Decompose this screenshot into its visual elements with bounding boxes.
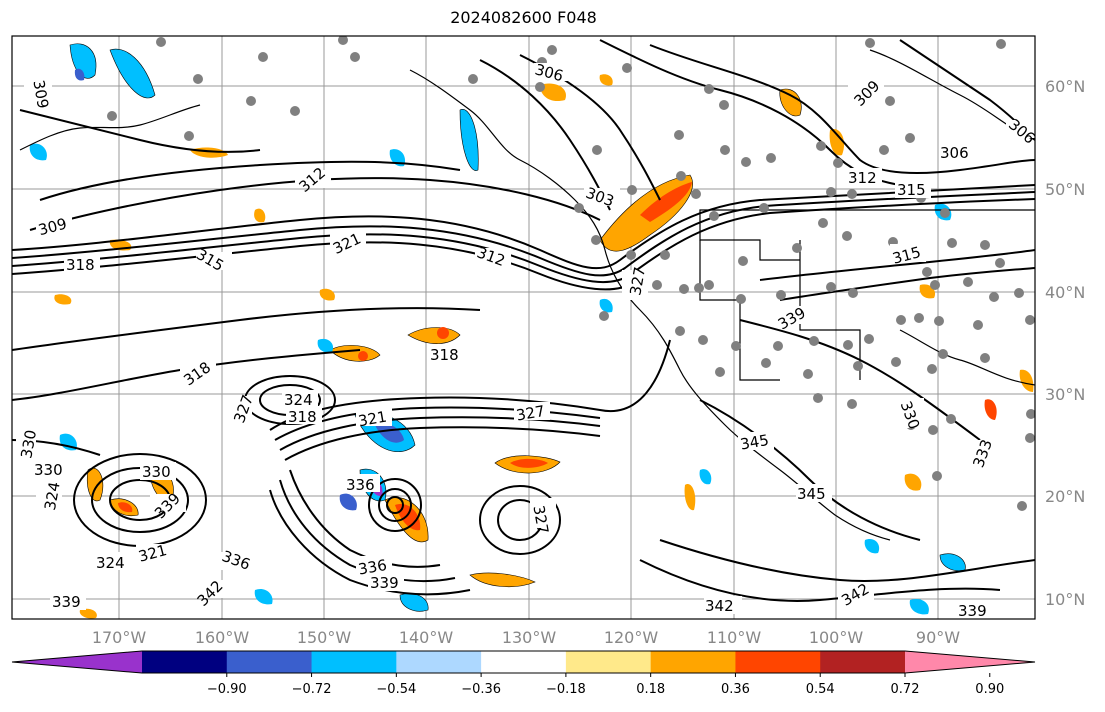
colorbar-tick-label: 0.36 <box>721 682 750 697</box>
contour-label: 342 <box>705 597 734 615</box>
map-title: 2024082600 F048 <box>450 8 597 27</box>
colorbar <box>11 650 1036 677</box>
lat-label: 60°N <box>1045 77 1085 96</box>
colorbar-tick-label: 0.90 <box>975 682 1004 697</box>
lat-label: 20°N <box>1045 487 1085 506</box>
colorbar-tick-labels: −0.90 −0.72 −0.54 −0.36 −0.18 0.18 0.36 0.54 0.7… <box>207 682 1004 697</box>
gridlines <box>12 36 1035 619</box>
lon-label: 160°W <box>195 628 250 647</box>
colorbar-extend-max <box>905 651 1035 673</box>
contour-label: 324 <box>96 554 125 572</box>
colorbar-segment <box>735 651 821 673</box>
contour-label: 318 <box>66 256 95 274</box>
contour-label: 324 <box>284 391 313 409</box>
contour-label: 345 <box>797 485 826 503</box>
lon-label: 100°W <box>809 628 864 647</box>
contour-label: 336 <box>346 476 375 494</box>
colorbar-tick-label: −0.36 <box>461 682 501 697</box>
contour-label: 327 <box>515 402 546 425</box>
contour-label: 345 <box>739 431 770 454</box>
contour-label: 312 <box>848 169 877 187</box>
map-frame <box>11 35 1036 620</box>
colorbar-segment <box>226 651 313 673</box>
lon-label: 120°W <box>604 628 659 647</box>
latitude-labels: 60°N 50°N 40°N 30°N 20°N 10°N <box>1045 77 1085 609</box>
contour-label: 336 <box>357 556 388 579</box>
colorbar-segment <box>142 651 228 673</box>
contour-labels: 306 309 306 312 315 309 318 315 321 312 … <box>16 60 1035 620</box>
colorbar-tick-label: 0.72 <box>891 682 920 697</box>
lat-label: 30°N <box>1045 385 1085 404</box>
map-background <box>12 36 1035 619</box>
contour-label: 324 <box>41 480 64 511</box>
colorbar-segment <box>481 651 567 673</box>
lon-label: 90°W <box>916 628 960 647</box>
theta-contours <box>12 39 1035 602</box>
contour-label: 339 <box>958 602 987 620</box>
colorbar-outline <box>11 650 1036 674</box>
contour-label: 339 <box>52 593 81 611</box>
lon-label: 170°W <box>92 628 147 647</box>
lon-label: 130°W <box>502 628 557 647</box>
colorbar-segment <box>650 651 736 673</box>
colorbar-tick-label: −0.54 <box>376 682 416 697</box>
lon-label: 110°W <box>707 628 762 647</box>
colorbar-segment <box>820 651 906 673</box>
colorbar-tick-label: −0.18 <box>546 682 586 697</box>
lat-label: 10°N <box>1045 590 1085 609</box>
colorbar-tick-label: −0.72 <box>292 682 332 697</box>
colorbar-tick-label: 0.54 <box>806 682 835 697</box>
lon-label: 150°W <box>297 628 352 647</box>
colorbar-tick-label: −0.90 <box>207 682 247 697</box>
colorbar-segment <box>396 651 482 673</box>
contour-label: 330 <box>142 463 171 481</box>
colorbar-extend-min <box>12 651 142 673</box>
lat-label: 40°N <box>1045 283 1085 302</box>
contour-label: 318 <box>288 408 317 426</box>
lat-label: 50°N <box>1045 180 1085 199</box>
contour-label: 315 <box>897 181 926 199</box>
contour-label: 306 <box>940 144 969 162</box>
contour-label: 327 <box>529 504 552 535</box>
contour-label: 309 <box>29 79 52 110</box>
contour-label: 330 <box>17 428 40 459</box>
colorbar-segment <box>311 651 397 673</box>
contour-label: 330 <box>34 461 63 479</box>
colorbar-segment <box>565 651 652 673</box>
station-dots <box>107 36 1035 511</box>
contour-label: 339 <box>370 574 399 592</box>
contour-label: 327 <box>626 265 649 296</box>
map-panel: 306 309 306 312 315 309 318 315 321 312 … <box>11 35 1036 620</box>
longitude-labels: 170°W 160°W 150°W 140°W 130°W 120°W 110°… <box>92 628 960 647</box>
lon-label: 140°W <box>399 628 454 647</box>
colorbar-tick-label: 0.18 <box>636 682 665 697</box>
contour-label: 318 <box>430 346 459 364</box>
contour-label: 321 <box>357 408 388 431</box>
